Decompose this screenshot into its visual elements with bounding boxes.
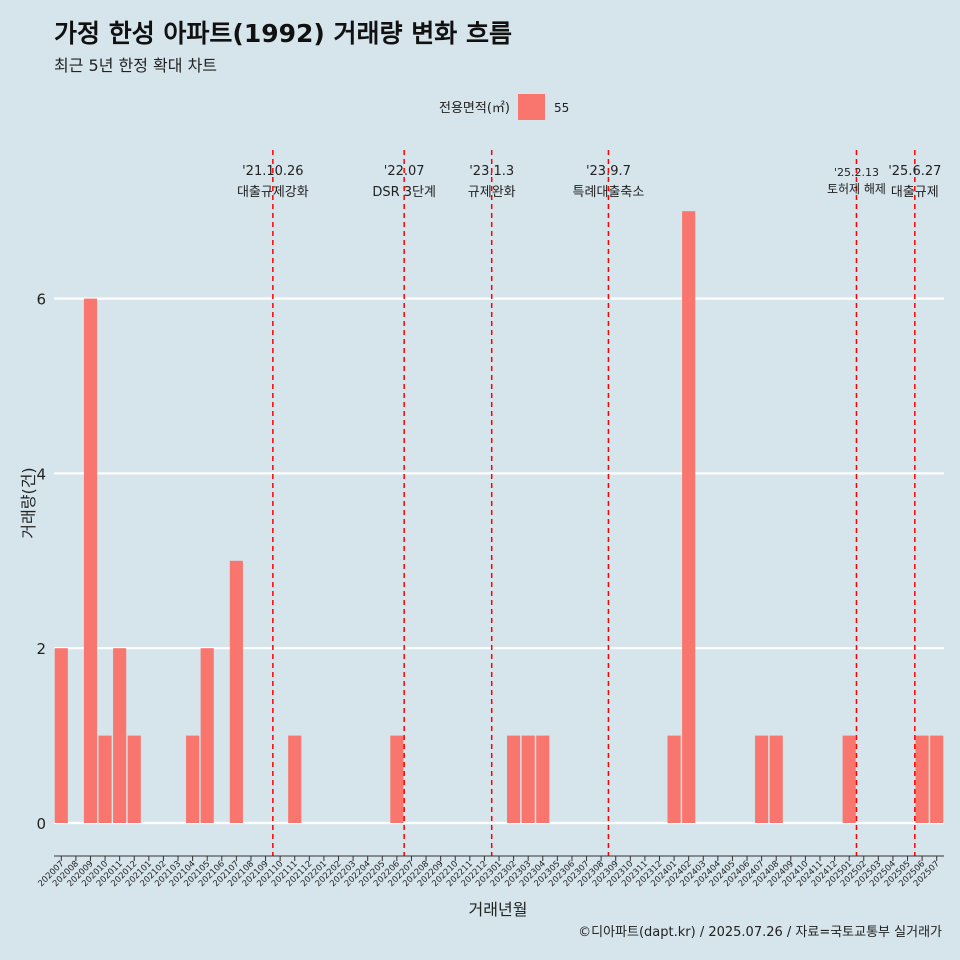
event-date-label: '23.9.7 bbox=[586, 164, 631, 179]
y-axis-label: 거래량(건) bbox=[19, 467, 38, 538]
event-date-label: '25.6.27 bbox=[888, 164, 941, 179]
x-axis: 2020072020082020092020102020112020122021… bbox=[36, 855, 944, 889]
event-date-label: '22.07 bbox=[384, 164, 425, 179]
event-date-label: '25.2.13 bbox=[834, 166, 879, 179]
legend-swatch bbox=[518, 94, 545, 120]
bar bbox=[755, 735, 769, 823]
bar bbox=[536, 735, 550, 823]
event-label: 대출규제강화 bbox=[237, 185, 309, 200]
y-tick-label: 2 bbox=[36, 640, 46, 658]
event-lines: '21.10.26 대출규제강화 '22.07 DSR 3단계 '23.1.3 규제완화 '… bbox=[237, 150, 941, 856]
bar bbox=[521, 735, 535, 823]
legend: 전용면적(㎡) 55 bbox=[439, 94, 569, 120]
bar bbox=[667, 735, 681, 823]
event-label: 특례대출축소 bbox=[573, 185, 645, 200]
event-date-label: '23.1.3 bbox=[469, 164, 514, 179]
chart-title: 가정 한성 아파트(1992) 거래량 변화 흐름 bbox=[54, 19, 512, 48]
bar bbox=[842, 735, 856, 823]
y-tick-label: 4 bbox=[36, 465, 46, 483]
bar bbox=[54, 648, 68, 823]
caption: ©디아파트(dapt.kr) / 2025.07.26 / 자료=국토교통부 실… bbox=[578, 925, 942, 940]
y-tick-label: 0 bbox=[36, 815, 46, 833]
bar bbox=[390, 735, 404, 823]
chart-subtitle: 최근 5년 한정 확대 차트 bbox=[54, 56, 218, 75]
bar bbox=[83, 298, 98, 824]
event-label: 규제완화 bbox=[468, 185, 516, 200]
bar bbox=[682, 211, 696, 823]
bar bbox=[288, 735, 302, 823]
event-date-label: '21.10.26 bbox=[242, 164, 303, 179]
bar bbox=[930, 735, 944, 823]
x-axis-label: 거래년월 bbox=[469, 900, 528, 919]
bars bbox=[54, 211, 944, 824]
bar bbox=[113, 648, 127, 823]
bar bbox=[200, 648, 214, 823]
bar bbox=[98, 735, 112, 823]
bar bbox=[186, 735, 200, 823]
event-label: 토허제 해제 bbox=[827, 182, 886, 196]
bar bbox=[127, 735, 141, 823]
bar bbox=[769, 735, 783, 823]
event-label: 대출규제 bbox=[891, 185, 939, 200]
event-label: DSR 3단계 bbox=[372, 185, 436, 200]
y-tick-label: 6 bbox=[36, 291, 46, 309]
y-axis: 0 2 4 6 bbox=[36, 291, 46, 833]
bar bbox=[507, 735, 521, 823]
legend-title: 전용면적(㎡) bbox=[439, 101, 510, 116]
bar bbox=[229, 560, 243, 823]
legend-label: 55 bbox=[554, 101, 569, 115]
bar bbox=[915, 735, 929, 823]
